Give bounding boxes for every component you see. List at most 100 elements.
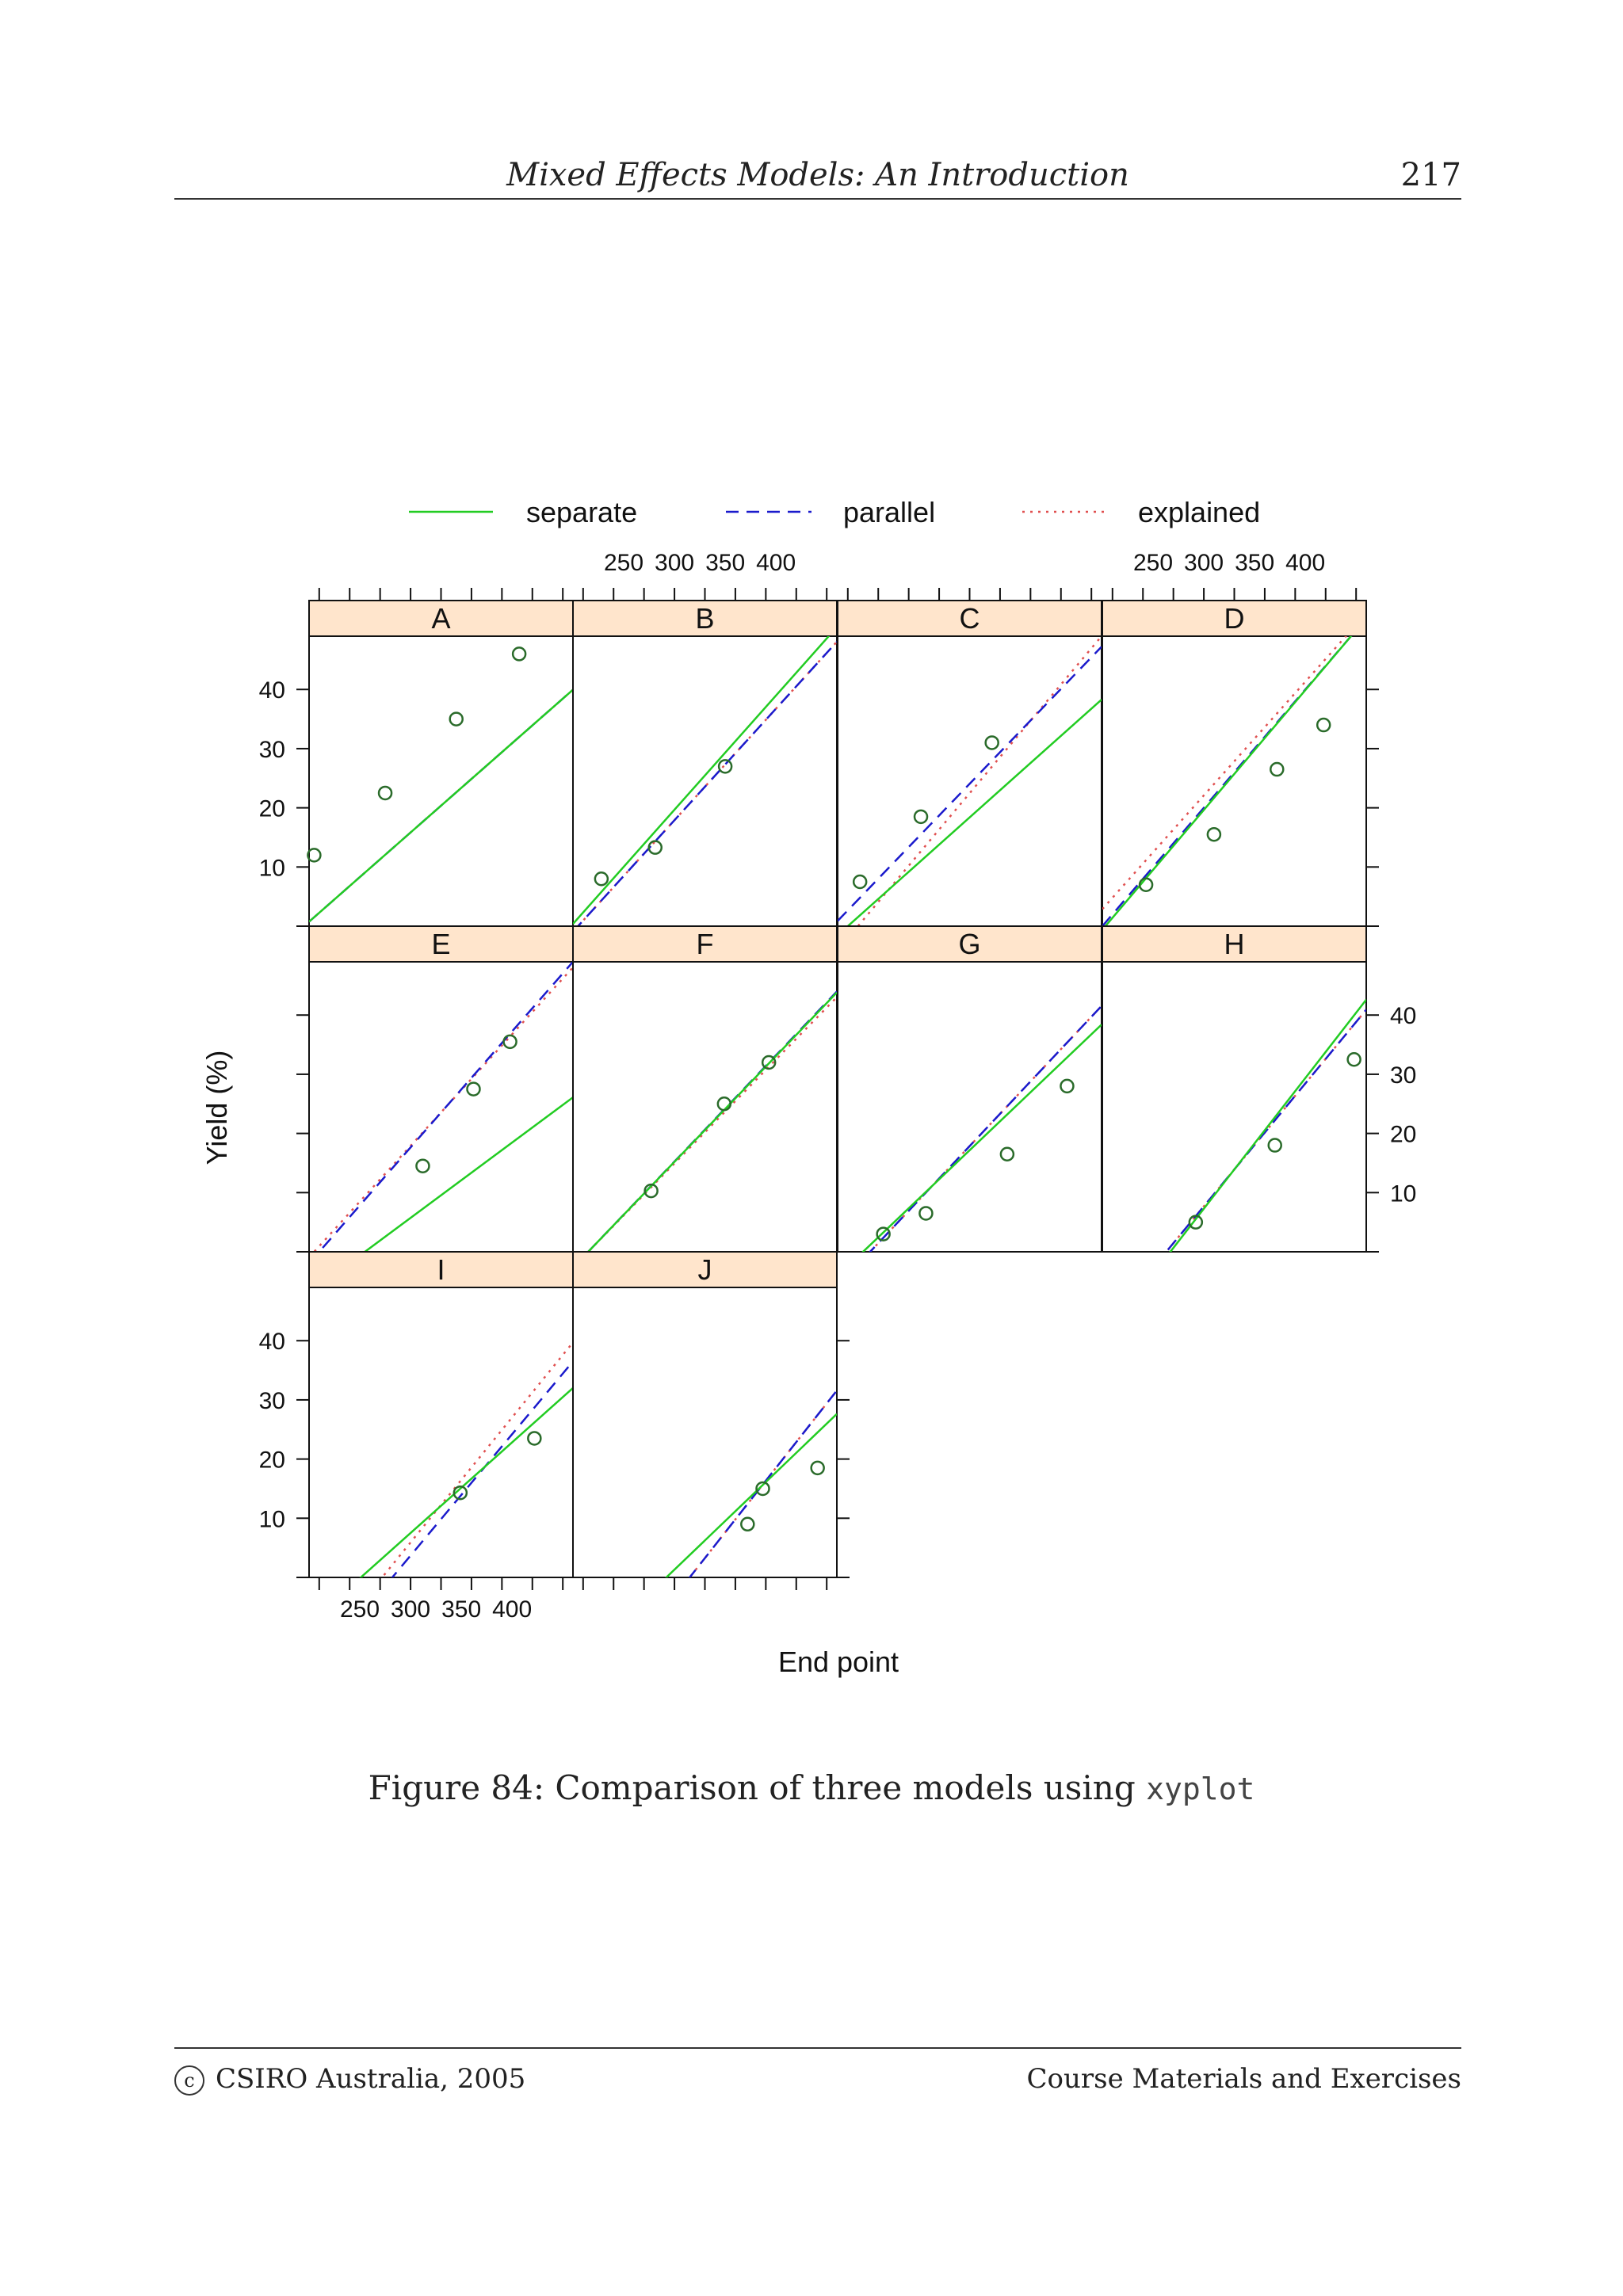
y-tick-label: 10 [259,855,285,881]
data-point-G-3 [999,1146,1015,1162]
data-point-A-2 [377,785,393,801]
panel-lines-A [309,688,573,923]
data-point-G-1 [876,1226,891,1241]
trellis-figure: separate parallel explained A B C D E F G H I J 250… [200,496,1417,1678]
panel-J: J [572,1251,838,1578]
legend-label-separate: separate [526,496,637,528]
panel-lines-B [573,636,837,926]
fit-line-separate-J [665,1413,837,1577]
data-point-D-4 [1316,717,1331,733]
data-point-A-3 [449,711,464,727]
y-axis-left-row2 [296,1014,309,1253]
panel-lines-I [359,1341,573,1577]
x-tick-label: 350 [1235,550,1274,576]
legend-label-parallel: parallel [843,496,935,528]
data-point-C-1 [852,874,868,890]
y-tick-label: 40 [259,1329,285,1355]
panel-plot-J [572,1287,838,1578]
x-axis-top-A [318,588,564,601]
panel-plot-C [837,635,1102,927]
caption-code: xyplot [1146,1772,1255,1806]
x-tick-label: 300 [655,550,694,576]
panel-strip-J [572,1251,838,1288]
data-point-A-1 [307,848,322,863]
fit-line-explained-E [312,967,573,1252]
panel-plot-F [572,961,838,1253]
panel-lines-J [665,1390,837,1577]
legend: separate parallel explained [409,496,1260,528]
panel-lines-H [1165,999,1366,1252]
x-tick-label: 400 [492,1596,532,1623]
data-point-D-3 [1270,761,1285,777]
axes: 250 300 350 400 250 300 350 400 250 300 350 400 10 20… [259,550,1417,1623]
data-point-F-1 [643,1183,659,1199]
panel-grid: A B C D E F G H I J [307,600,1367,1578]
copyright-symbol: c [174,2065,204,2096]
data-point-H-2 [1267,1138,1282,1153]
data-point-I-2 [527,1431,542,1446]
x-axis-label: End point [778,1646,899,1678]
panel-D: D [1102,600,1367,927]
data-point-A-4 [511,646,527,662]
panel-F: F [572,925,838,1253]
data-point-D-1 [1138,877,1154,892]
x-tick-label: 400 [1285,550,1325,576]
panel-strip-E [308,925,574,963]
panel-lines-F [586,990,837,1252]
data-point-H-1 [1188,1215,1204,1230]
data-point-J-3 [810,1460,825,1476]
fit-line-separate-B [573,636,831,925]
y-tick-label: 10 [259,1506,285,1532]
x-axis-bottom-J [582,1577,828,1590]
panel-lines-E [312,962,573,1252]
data-point-I-1 [453,1485,468,1501]
data-point-E-2 [466,1081,481,1097]
fit-line-parallel-E [318,962,573,1252]
panel-E: E [308,925,574,1253]
data-point-E-3 [502,1034,517,1050]
y-axis-left-row3: 10 20 30 40 [259,1329,309,1578]
panel-label-B: B [695,602,714,635]
panel-B: B [572,600,838,927]
x-axis-bottom-I: 250 300 350 400 [318,1577,564,1623]
data-point-J-2 [755,1481,770,1497]
x-tick-label: 300 [391,1596,430,1623]
data-point-G-2 [918,1206,934,1221]
legend-label-explained: explained [1138,496,1260,528]
y-axis-right-row1 [1366,688,1379,927]
data-point-B-1 [594,871,609,887]
panel-label-G: G [958,928,980,960]
fit-line-parallel-J [688,1390,837,1577]
panel-strip-G [837,925,1102,963]
x-axis-top-C [846,588,1093,601]
panel-plot-A [308,635,574,927]
panel-label-J: J [698,1253,712,1286]
panel-label-F: F [697,928,714,960]
data-point-D-2 [1206,826,1222,842]
fit-line-separate-A [309,688,573,923]
fit-line-separate-I [359,1387,573,1577]
caption-text: Figure 84: Comparison of three models us… [368,1768,1147,1807]
panel-plot-E [308,961,574,1253]
x-tick-label: 250 [1133,550,1173,576]
panel-strip-I [308,1251,574,1288]
fit-line-separate-C [846,699,1102,926]
footer-rule [174,2047,1461,2049]
data-point-C-2 [913,809,929,825]
footer-left-text: CSIRO Australia, 2005 [216,2063,526,2095]
panel-C: C [837,600,1102,927]
header-rule [174,198,1461,200]
data-point-B-3 [717,759,733,774]
footer-right-text: Course Materials and Exercises [1026,2063,1461,2095]
fit-line-explained-D [1102,636,1348,910]
panel-label-D: D [1224,602,1245,635]
x-tick-label: 250 [340,1596,380,1623]
y-tick-label: 30 [1390,1062,1416,1089]
panel-label-E: E [431,928,450,960]
panel-G: G [837,925,1102,1253]
data-point-G-4 [1060,1078,1075,1094]
figure-caption: Figure 84: Comparison of three models us… [0,1768,1623,1807]
panel-label-C: C [960,602,980,635]
panel-strip-H [1102,925,1367,963]
fit-line-explained-I [380,1341,573,1577]
